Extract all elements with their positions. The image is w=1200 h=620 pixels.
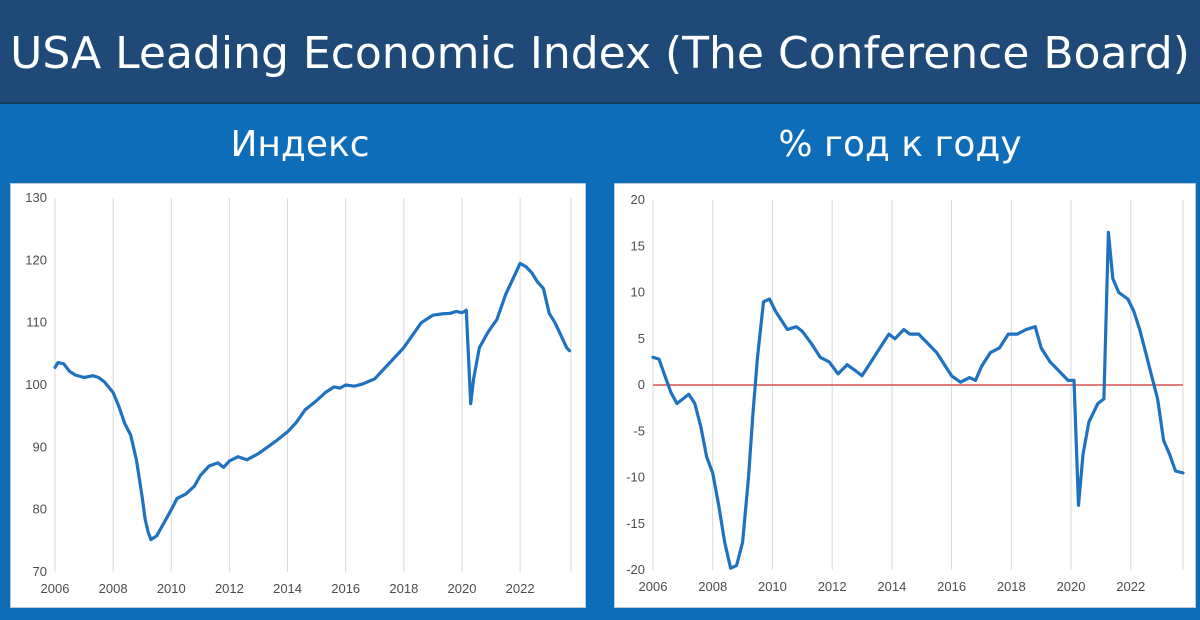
title-banner: USA Leading Economic Index (The Conferen… (0, 0, 1200, 104)
yoy-y-tick-label: 15 (631, 238, 645, 253)
index-series-line (53, 261, 572, 542)
index-x-tick-label: 2022 (506, 581, 535, 596)
yoy-y-tick-label: -10 (626, 470, 645, 485)
yoy-x-tick-label: 2016 (937, 579, 966, 594)
index-y-tick-label: 110 (26, 315, 47, 330)
yoy-y-tick-label: 5 (638, 331, 645, 346)
index-x-tick-label: 2014 (273, 581, 302, 596)
right-chart-title: % год к году (778, 124, 1022, 165)
index-y-tick-label: 90 (33, 439, 47, 454)
yoy-x-tick-label: 2010 (758, 579, 787, 594)
yoy-x-tick-label: 2014 (877, 579, 906, 594)
page-title: USA Leading Economic Index (The Conferen… (10, 28, 1190, 79)
yoy-x-tick-label: 2022 (1116, 579, 1145, 594)
index-line-chart: 2006 2008 2010 2012 2014 2016 2018 2020 2022 70 80… (25, 190, 572, 596)
index-x-tick-label: 2012 (215, 581, 244, 596)
yoy-x-tick-label: 2020 (1057, 579, 1086, 594)
index-y-tick-label: 120 (25, 252, 47, 267)
index-y-tick-label: 100 (25, 377, 47, 392)
index-chart-panel: 2006 2008 2010 2012 2014 2016 2018 2020 2022 70 80… (10, 183, 586, 608)
index-y-tick-label: 70 (33, 564, 47, 579)
yoy-y-tick-label: 0 (638, 377, 645, 392)
yoy-x-tick-label: 2018 (997, 579, 1026, 594)
index-y-tick-label: 130 (25, 190, 47, 205)
yoy-x-tick-label: 2008 (698, 579, 727, 594)
index-x-tick-label: 2006 (41, 581, 70, 596)
yoy-x-tick-label: 2012 (818, 579, 847, 594)
yoy-y-tick-label: 10 (631, 285, 645, 300)
index-x-tick-label: 2016 (331, 581, 360, 596)
yoy-series-line (651, 230, 1185, 570)
yoy-y-tick-label: -20 (626, 562, 645, 577)
yoy-line-chart: 2006 2008 2010 2012 2014 2016 2018 2020 2022-20-… (626, 192, 1185, 594)
index-x-tick-label: 2020 (448, 581, 477, 596)
yoy-x-tick-label: 2006 (639, 579, 668, 594)
index-y-tick-label: 80 (33, 502, 47, 517)
yoy-chart-panel: 2006 2008 2010 2012 2014 2016 2018 2020 2022 -20-… (614, 183, 1196, 608)
yoy-y-tick-label: -5 (633, 423, 645, 438)
yoy-y-tick-label: 20 (631, 192, 645, 207)
left-chart-title: Индекс (230, 124, 370, 165)
yoy-y-tick-label: -15 (626, 516, 645, 531)
index-x-tick-label: 2008 (99, 581, 128, 596)
index-x-tick-label: 2018 (389, 581, 418, 596)
index-x-tick-label: 2010 (157, 581, 186, 596)
